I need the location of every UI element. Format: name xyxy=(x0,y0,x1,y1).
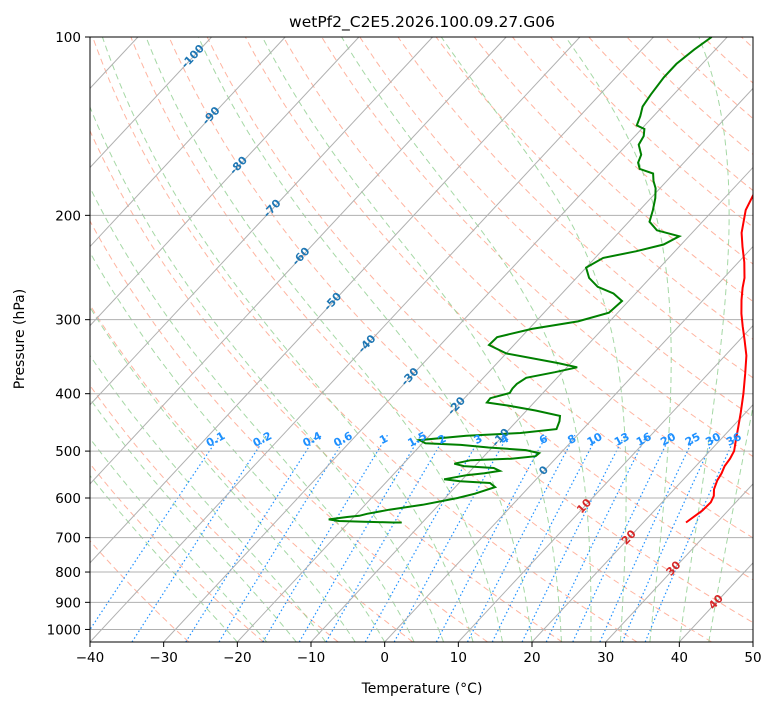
x-tick-label: −30 xyxy=(149,650,178,666)
x-tick-label: −20 xyxy=(223,650,252,666)
y-tick-label: 700 xyxy=(55,531,81,547)
y-tick-label: 200 xyxy=(55,208,81,224)
isotherm-line xyxy=(163,37,728,642)
moist-adiabat-line xyxy=(197,37,533,642)
moist-adiabat-line xyxy=(90,186,415,642)
plot-area xyxy=(90,37,753,642)
dry-adiabat-line xyxy=(206,37,753,581)
isotherm-line xyxy=(90,37,507,485)
moist-adiabat-line xyxy=(440,37,627,642)
moist-adiabat-line xyxy=(90,354,327,642)
mixing-ratio-label: 25 xyxy=(683,430,703,449)
axes: −40 −30 −20 −10 0 10 20 30 40 50 1000 900 800 700 600 5… xyxy=(47,30,762,666)
mixing-ratio-label: 10 xyxy=(585,430,605,449)
y-tick-label: 600 xyxy=(55,491,81,507)
mixing-ratio-line xyxy=(545,434,648,642)
dry-adiabat-line xyxy=(588,37,753,192)
y-tick-label: 800 xyxy=(55,565,81,581)
moist-adiabat-line xyxy=(341,37,592,642)
dry-adiabat-line xyxy=(130,37,712,642)
dry-adiabat-line xyxy=(473,37,753,303)
isotherm-line xyxy=(90,37,212,169)
moist-adiabat-line xyxy=(90,397,297,642)
mixing-ratio-line xyxy=(185,434,317,642)
x-tick-label: 50 xyxy=(744,650,761,666)
mixing-ratio-label: 36 xyxy=(724,430,744,449)
mixing-ratio-line xyxy=(364,434,483,642)
moist-adiabat-line xyxy=(708,404,753,642)
x-axis-label: Temperature (°C) xyxy=(361,681,483,697)
mixing-ratio-line xyxy=(218,434,348,642)
isotherm-line xyxy=(531,403,753,642)
dry-adiabat-line xyxy=(283,37,753,498)
isotherm-line xyxy=(457,324,753,642)
chart-title: wetPf2_C2E5.2026.100.09.27.G06 xyxy=(289,13,555,32)
mixing-ratio-label: 16 xyxy=(634,430,654,449)
x-tick-label: 20 xyxy=(523,650,540,666)
mixing-ratio-line xyxy=(435,434,548,642)
mixing-ratio-line xyxy=(262,434,388,642)
x-tick-label: −40 xyxy=(76,650,105,666)
dry-adiabat-line xyxy=(550,37,753,228)
mixing-ratio-label: 13 xyxy=(612,430,632,449)
isotherm-line xyxy=(90,37,286,248)
mixing-ratio-line xyxy=(131,434,268,642)
y-tick-label: 500 xyxy=(55,444,81,460)
isotherm-line xyxy=(90,37,654,642)
y-tick-label: 900 xyxy=(55,595,81,611)
y-tick-label: 1000 xyxy=(47,622,81,638)
dry-adiabat-line xyxy=(90,384,339,642)
x-tick-label: 40 xyxy=(671,650,688,666)
mixing-ratio-label: 20 xyxy=(658,430,678,449)
moist-adiabat-line xyxy=(90,306,356,642)
moist-adiabat-line xyxy=(90,105,445,642)
dry-adiabat-line xyxy=(321,37,753,458)
mixing-ratio-line xyxy=(491,434,599,642)
moist-adiabat-line xyxy=(678,37,730,642)
y-axis-label: Pressure (hPa) xyxy=(12,289,28,389)
moist-adiabat-line xyxy=(101,37,474,642)
temperature-trace xyxy=(685,193,753,524)
dry-adiabat-line xyxy=(435,37,753,340)
mixing-ratio-line xyxy=(325,434,447,642)
x-tick-label: 30 xyxy=(597,650,614,666)
y-tick-label: 300 xyxy=(55,313,81,329)
plot-frame xyxy=(89,36,754,643)
dry-adiabat-line xyxy=(359,37,753,418)
x-tick-label: 0 xyxy=(380,650,389,666)
moist-adiabat-line xyxy=(261,37,562,642)
dry-adiabat-line xyxy=(244,37,753,539)
y-tick-label: 100 xyxy=(55,30,81,46)
dry-adiabat-line xyxy=(397,37,753,379)
mixing-ratio-line xyxy=(298,434,422,642)
mixing-ratio-line xyxy=(466,434,576,642)
y-tick-label: 400 xyxy=(55,387,81,403)
mixing-ratio-line xyxy=(521,434,626,642)
x-tick-label: −10 xyxy=(297,650,326,666)
isotherm-line xyxy=(90,37,360,327)
isotherm-line xyxy=(90,37,581,564)
isotherm-line xyxy=(236,87,753,642)
mixing-ratio-label: 30 xyxy=(703,430,723,449)
dry-adiabat-line xyxy=(168,37,753,624)
mixing-ratio-line xyxy=(644,434,737,642)
isotherm-line xyxy=(605,483,753,642)
moist-adiabat-line xyxy=(565,37,672,642)
isotherm-line xyxy=(310,166,753,642)
dry-adiabat-line xyxy=(90,129,563,642)
moist-adiabat-line xyxy=(90,251,386,642)
isotherm-line xyxy=(90,37,433,406)
dry-adiabat-line xyxy=(92,37,638,642)
isotherm-line xyxy=(384,245,753,642)
dewpoint-trace xyxy=(328,37,713,524)
dry-adiabat-line xyxy=(626,37,753,156)
x-tick-label: 10 xyxy=(450,650,467,666)
moist-adiabat-line xyxy=(145,37,503,642)
